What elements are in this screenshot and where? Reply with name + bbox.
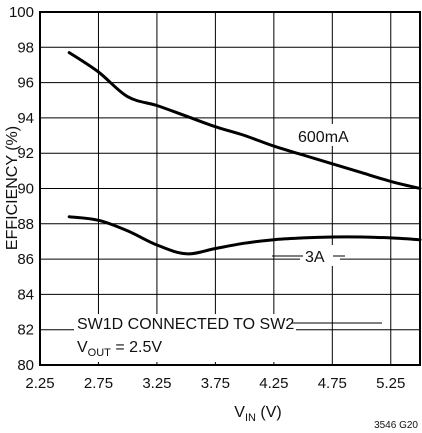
x-tick-label: 4.25 [259,375,288,392]
series-label-3a: 3A [305,249,325,266]
x-tick-label: 2.75 [84,375,113,392]
x-tick-label: 4.75 [318,375,347,392]
series-label-600ma-background [294,124,362,146]
y-tick-label: 90 [17,181,34,198]
y-tick-label: 88 [17,216,34,233]
x-tick-label: 3.25 [142,375,171,392]
y-tick-label: 82 [17,322,34,339]
series-3a-line [67,215,422,256]
x-axis-label-sub: IN [245,412,256,424]
y-tick-label: 100 [9,4,34,21]
series-label-3a-background [300,245,340,266]
x-tick-label: 3.75 [201,375,230,392]
x-axis-label-unit: (V) [256,404,282,421]
series-lines [67,51,422,256]
x-tick-label: 2.25 [25,375,54,392]
grid-lines [40,12,420,365]
annotation-line2: VOUT = 2.5V [77,339,162,359]
plot-frame [39,11,421,366]
y-tick-label: 80 [17,357,34,374]
annotation-line2-rest: = 2.5V [111,339,162,356]
series-label-600ma: 600mA [298,129,349,146]
annotation-line1: SW1D CONNECTED TO SW2 [77,316,294,333]
y-tick-label: 92 [17,145,34,162]
y-tick-label: 96 [17,75,34,92]
x-tick-label: 5.25 [376,375,405,392]
x-axis-label-main: V [234,404,245,421]
annotation-background [74,314,296,362]
x-axis-label: VIN (V) [234,404,281,424]
series-600ma-line [67,51,422,190]
tick-labels: 2.25 2.75 3.25 3.75 4.25 4.75 5.25 80 82 84 86 88 90… [9,4,405,392]
y-tick-label: 94 [17,110,34,127]
annotation-line2-main: V [77,339,88,356]
annotation-line2-sub: OUT [88,347,112,359]
y-axis-label: EFFICIENCY (%) [4,126,21,250]
y-tick-label: 84 [17,286,34,303]
figure-id: 3546 G20 [374,420,418,431]
y-tick-label: 86 [17,251,34,268]
y-tick-label: 98 [17,39,34,56]
